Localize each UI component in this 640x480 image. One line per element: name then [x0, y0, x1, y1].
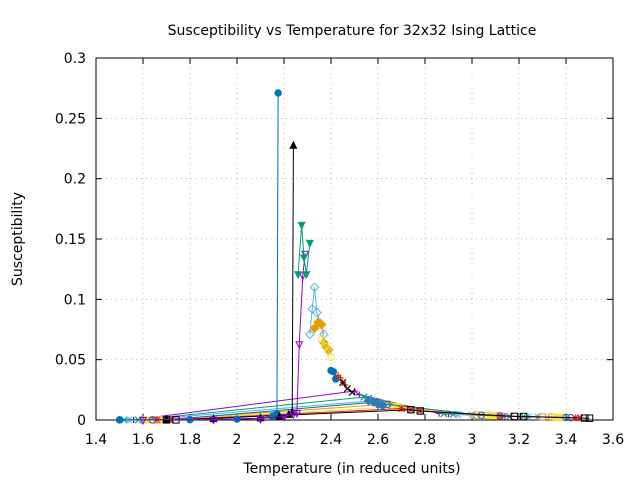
data-point: [329, 368, 338, 376]
y-tick-label: 0: [77, 413, 86, 429]
plot-frame: [95, 57, 614, 421]
data-point: [454, 410, 462, 419]
y-tick-label: 0.15: [55, 232, 86, 248]
data-point: [298, 272, 307, 281]
data-point: [302, 271, 311, 280]
series-line: [119, 92, 279, 421]
data-point: [321, 342, 329, 351]
series-10: [138, 250, 310, 426]
data-point: [407, 406, 415, 414]
data-point: [289, 140, 298, 149]
y-tick-label: 0.1: [64, 292, 86, 308]
data-point: [307, 304, 318, 314]
grid: [96, 58, 613, 420]
data-point: [327, 353, 335, 361]
x-tick-label: 2.4: [320, 432, 342, 448]
data-point: [416, 407, 425, 415]
data-point: [316, 319, 327, 330]
data-point: [297, 221, 306, 230]
x-tick-label: 1.8: [179, 432, 201, 448]
data-point: [292, 410, 301, 419]
data-point: [299, 254, 308, 263]
data-point: [339, 378, 347, 387]
data-point: [295, 341, 304, 350]
series-layer: [115, 89, 594, 426]
series-14: [317, 335, 335, 361]
data-point: [294, 271, 303, 280]
series-line: [166, 146, 294, 421]
data-point: [510, 412, 519, 421]
data-point: [343, 385, 352, 393]
y-axis-label: Susceptibility: [10, 192, 26, 286]
data-point: [397, 404, 406, 413]
data-point: [304, 329, 315, 340]
y-tick-label: 0.2: [64, 172, 86, 188]
data-point: [209, 416, 218, 425]
data-point: [585, 414, 594, 422]
data-point: [115, 416, 124, 424]
data-point: [348, 388, 356, 396]
series-17: [339, 378, 356, 396]
x-tick-label: 2.8: [414, 432, 436, 448]
series-line: [142, 253, 306, 421]
x-tick-label: 1.6: [132, 432, 154, 448]
series-11: [294, 221, 314, 280]
y-tick-label: 0.25: [55, 111, 86, 127]
data-point: [581, 414, 589, 422]
data-point: [351, 387, 358, 395]
data-point: [162, 414, 171, 423]
data-point: [274, 89, 282, 97]
data-point: [311, 307, 322, 318]
x-tick-label: 3: [468, 432, 477, 448]
x-tick-label: 2.6: [367, 432, 389, 448]
data-point: [289, 411, 298, 420]
series-15: [327, 366, 340, 383]
data-point: [520, 412, 528, 421]
y-tick-label: 0.3: [64, 51, 86, 67]
x-tick-label: 2: [233, 432, 242, 448]
y-tick-label: 0.05: [55, 353, 86, 369]
data-point: [279, 413, 289, 422]
data-point: [256, 415, 265, 424]
series-8: [115, 89, 282, 424]
series-18: [363, 395, 388, 411]
x-tick-label: 3.6: [602, 432, 624, 448]
data-point: [305, 239, 314, 248]
data-point: [309, 323, 320, 334]
x-axis-label: Temperature (in reduced units): [242, 461, 460, 477]
data-point: [377, 400, 388, 411]
axis-ticks: 1.4 1.6 1.8 2 2.2 2.4 2.6 2.8 3 3.2 3.4 3.6 0 0.05 0.1…: [55, 51, 624, 448]
data-point: [309, 282, 320, 293]
data-point: [317, 335, 326, 343]
x-tick-label: 2.2: [273, 432, 295, 448]
chart-title: Susceptibility vs Temperature for 32x32 …: [168, 23, 537, 39]
data-point: [138, 417, 148, 426]
x-tick-label: 1.4: [85, 432, 107, 448]
x-tick-label: 3.4: [555, 432, 577, 448]
x-tick-label: 3.2: [508, 432, 530, 448]
